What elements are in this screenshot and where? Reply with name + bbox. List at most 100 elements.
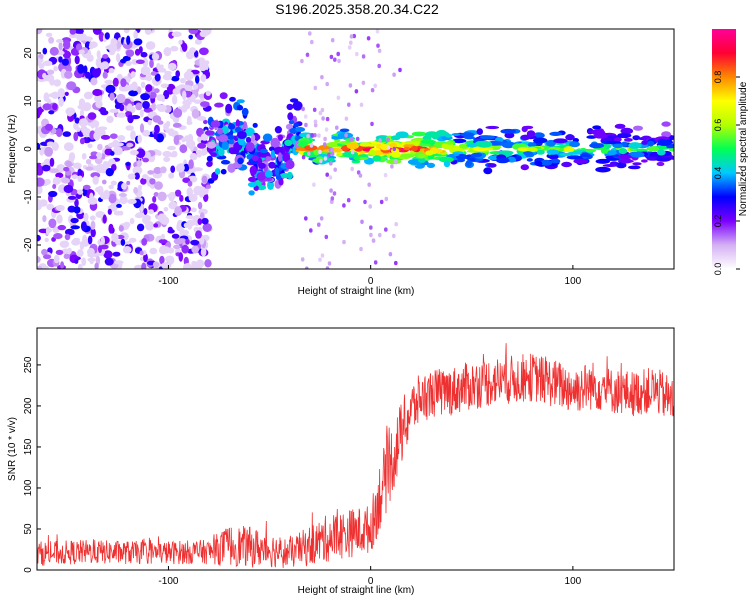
- colorbar-ticks: 0.0 0.2 0.4 0.6 0.8: [713, 71, 740, 275]
- heatmap-cell: [479, 135, 496, 140]
- heatmap-cell: [58, 41, 63, 51]
- heatmap-cell: [98, 245, 102, 254]
- heatmap-cell: [163, 47, 172, 57]
- heatmap-cell: [114, 103, 121, 110]
- heatmap-cell: [214, 168, 221, 175]
- heatmap-cell: [181, 244, 189, 254]
- heatmap-cell: [97, 126, 108, 131]
- heatmap-cell: [74, 198, 79, 208]
- heatmap-cell: [55, 39, 64, 43]
- heatmap-cell: [444, 133, 452, 138]
- heatmap-cell: [206, 155, 213, 162]
- heatmap-cell: [206, 161, 213, 167]
- heatmap-cell: [277, 152, 283, 162]
- heatmap-cell: [199, 47, 209, 56]
- heatmap-cell: [188, 193, 198, 202]
- heatmap-cell: [109, 92, 115, 101]
- heatmap-cell: [123, 221, 131, 228]
- heatmap-cell: [77, 168, 83, 177]
- heatmap-cell: [647, 140, 655, 147]
- heatmap-cell: [274, 167, 280, 176]
- heatmap-cell: [246, 142, 255, 152]
- snr-x-axis: -100 0 100: [158, 566, 582, 587]
- heatmap-cell: [163, 89, 170, 100]
- heatmap-cell: [661, 131, 672, 138]
- heatmap-cell: [367, 182, 372, 187]
- heatmap-cell: [58, 97, 64, 107]
- heatmap-cell: [618, 148, 628, 155]
- heatmap-cell: [122, 246, 132, 254]
- heatmap-cell: [347, 45, 352, 50]
- heatmap-cell: [173, 135, 180, 146]
- heatmap-cell: [339, 128, 350, 133]
- heatmap-cell: [64, 91, 69, 96]
- spectrogram-x-label: Height of straight line (km): [298, 286, 415, 297]
- heatmap-cell: [392, 72, 396, 77]
- heatmap-cell: [453, 152, 460, 157]
- heatmap-cell: [327, 152, 331, 157]
- heatmap-cell: [192, 215, 199, 226]
- heatmap-cell: [161, 262, 171, 269]
- heatmap-cell: [152, 261, 160, 268]
- heatmap-cell: [44, 237, 49, 243]
- heatmap-cell: [354, 89, 359, 94]
- heatmap-cell: [104, 79, 114, 85]
- heatmap-cell: [355, 136, 360, 142]
- heatmap-cell: [140, 93, 151, 101]
- heatmap-cell: [135, 59, 145, 65]
- heatmap-cell: [62, 50, 71, 59]
- heatmap-cell: [130, 71, 136, 78]
- x-tick-label: 0: [368, 276, 374, 287]
- heatmap-cell: [56, 214, 63, 224]
- heatmap-cell: [465, 160, 472, 167]
- heatmap-cell: [60, 261, 65, 269]
- heatmap-cell: [386, 159, 402, 165]
- heatmap-cell: [48, 190, 58, 198]
- heatmap-cell: [344, 133, 348, 138]
- heatmap-cell: [337, 58, 341, 64]
- heatmap-cell: [632, 162, 642, 166]
- heatmap-cell: [149, 178, 156, 185]
- heatmap-cell: [248, 176, 257, 182]
- heatmap-cell: [116, 203, 122, 208]
- heatmap-cell: [333, 167, 338, 172]
- heatmap-cell: [37, 177, 45, 187]
- heatmap-cell: [342, 203, 346, 208]
- heatmap-cell: [324, 234, 329, 240]
- heatmap-cell: [591, 129, 606, 136]
- heatmap-cell: [196, 259, 205, 269]
- heatmap-cell: [386, 145, 391, 150]
- heatmap-cell: [312, 107, 317, 113]
- heatmap-cell: [37, 234, 41, 242]
- heatmap-cell: [118, 210, 124, 216]
- heatmap-cell: [293, 122, 300, 128]
- heatmap-cell: [137, 134, 142, 144]
- heatmap-cell: [53, 176, 62, 185]
- heatmap-cell: [426, 162, 436, 168]
- heatmap-cell: [100, 168, 108, 174]
- heatmap-cell: [75, 43, 83, 52]
- heatmap-cell: [130, 130, 136, 141]
- heatmap-cell: [287, 112, 294, 121]
- heatmap-cell: [61, 58, 69, 66]
- heatmap-cell: [147, 119, 152, 126]
- heatmap-cell: [170, 165, 176, 173]
- heatmap-cell: [44, 178, 51, 185]
- heatmap-cell: [264, 170, 273, 178]
- heatmap-cell: [372, 155, 382, 162]
- heatmap-cell: [46, 203, 55, 211]
- heatmap-cell: [194, 38, 202, 45]
- heatmap-cell: [80, 33, 87, 39]
- heatmap-cell: [199, 64, 207, 72]
- heatmap-cell: [123, 29, 130, 34]
- heatmap-cell: [85, 159, 92, 165]
- heatmap-cell: [189, 152, 198, 161]
- heatmap-cell: [152, 196, 157, 203]
- heatmap-cell: [63, 184, 74, 194]
- heatmap-cell: [251, 155, 259, 162]
- heatmap-cell: [553, 138, 568, 144]
- heatmap-cell: [95, 58, 101, 68]
- heatmap-cell: [133, 168, 139, 173]
- heatmap-cell: [168, 152, 177, 158]
- heatmap-cell: [94, 94, 103, 103]
